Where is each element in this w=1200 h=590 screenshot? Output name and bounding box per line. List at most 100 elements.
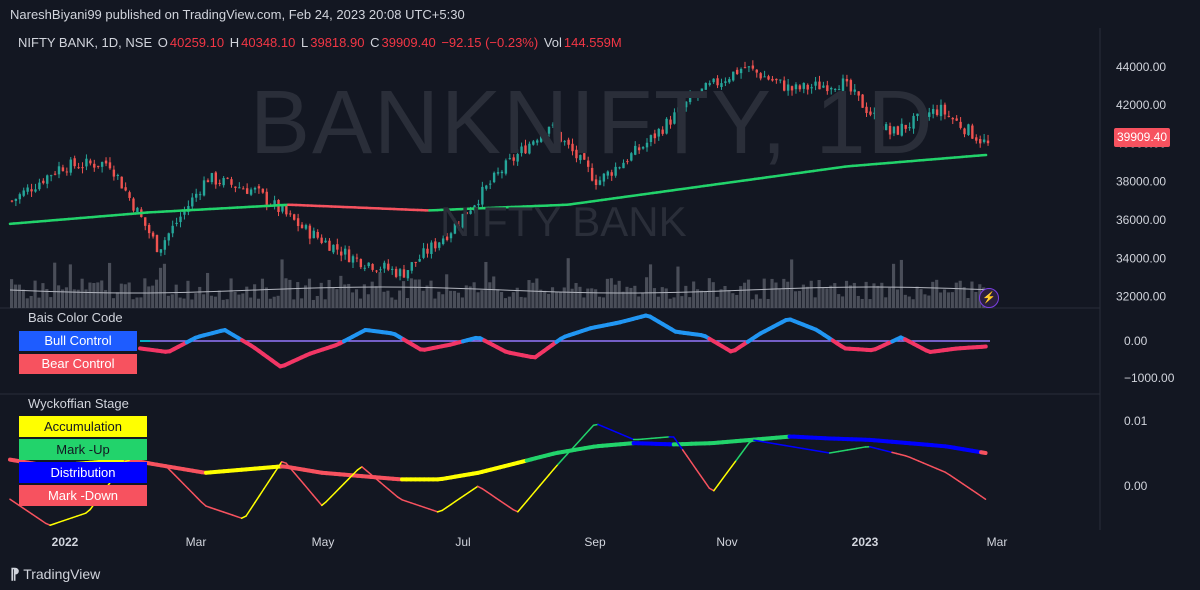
- tradingview-logo[interactable]: ⁋ TradingView: [10, 565, 100, 583]
- volume-bar: [935, 279, 939, 308]
- volume-bar: [715, 296, 719, 308]
- wyckoff-signal-segment: [499, 499, 506, 505]
- candle-body: [739, 68, 743, 74]
- wyckoff-signal-segment: [909, 456, 916, 460]
- volume-bar: [648, 264, 653, 308]
- volume-bar: [13, 284, 18, 308]
- volume-bar: [711, 282, 715, 308]
- candle-body: [191, 197, 194, 207]
- volume-bar: [703, 291, 707, 308]
- wyckoff-signal-segment: [806, 448, 813, 451]
- wyckoff-tick-label: 0.00: [1124, 479, 1148, 493]
- ohlc-legend[interactable]: NIFTY BANK, 1D, NSE O 40259.10 H 40348.10 …: [18, 35, 624, 50]
- volume-bar: [950, 292, 954, 308]
- wyckoff-signal-segment: [579, 434, 586, 441]
- candle-body: [34, 189, 37, 192]
- wyckoff-signal-segment: [133, 460, 140, 463]
- volume-bar: [151, 285, 155, 308]
- wyckoff-signal-segment: [525, 495, 532, 502]
- wyckoff-signal-segment: [610, 429, 617, 433]
- wyckoff-signal-segment: [815, 450, 822, 453]
- wyckoff-signal-segment: [22, 507, 29, 513]
- volume-bar: [374, 286, 378, 308]
- candle-body: [120, 176, 123, 189]
- candle-body: [641, 147, 645, 149]
- wyckoff-panel-title: Wyckoffian Stage: [28, 396, 129, 411]
- volume-bar: [166, 295, 170, 308]
- wyckoff-signal-segment: [797, 447, 804, 450]
- volume-bar: [386, 290, 390, 308]
- wyckoff-signal-segment: [374, 477, 381, 483]
- candle-body: [830, 88, 833, 90]
- candle-body: [132, 198, 135, 211]
- price-tick-label: 42000.00: [1116, 98, 1166, 112]
- candle-body: [300, 224, 304, 229]
- wyckoff-signal-segment: [463, 491, 470, 497]
- wyckoff-signal-segment: [753, 439, 760, 442]
- wyckoff-signal-segment: [187, 487, 194, 494]
- candle-body: [704, 83, 707, 90]
- wyckoff-signal-segment: [245, 508, 252, 517]
- candle-body: [343, 248, 347, 255]
- volume-bar: [641, 292, 645, 308]
- candle-body: [688, 94, 692, 103]
- candle-body: [151, 232, 155, 237]
- candle-body: [610, 172, 613, 176]
- candle-body: [904, 124, 907, 129]
- volume-bar: [880, 282, 884, 308]
- accumulation-key: Accumulation: [19, 416, 147, 437]
- candle-body: [367, 262, 370, 267]
- time-tick-label: Jul: [455, 535, 470, 549]
- volume-bar: [970, 281, 974, 308]
- wyckoff-signal-segment: [730, 459, 737, 468]
- wyckoff-signal-segment: [517, 505, 524, 513]
- candle-body: [673, 112, 676, 124]
- candle-body: [410, 262, 413, 271]
- volume-bar: [276, 295, 280, 308]
- bias-tick-label: 0.00: [1124, 334, 1148, 348]
- volume-bar: [558, 292, 562, 308]
- high-label: H: [229, 35, 240, 50]
- wyckoff-signal-segment: [748, 439, 755, 444]
- volume-bar: [378, 272, 382, 308]
- volume-bar: [445, 274, 449, 308]
- lightning-icon[interactable]: ⚡: [979, 288, 999, 308]
- candle-body: [657, 128, 660, 137]
- candle-body: [453, 223, 457, 234]
- candle-body: [481, 186, 484, 205]
- candle-body: [422, 248, 425, 258]
- volume-bar: [817, 279, 821, 308]
- wyckoff-signal-segment: [9, 498, 16, 503]
- volume-bar: [206, 272, 210, 308]
- wyckoff-signal-segment: [249, 501, 256, 510]
- wyckoff-signal-segment: [396, 496, 403, 501]
- wyckoff-signal-segment: [597, 423, 604, 428]
- candle-body: [38, 182, 41, 190]
- volume-bar: [923, 294, 927, 308]
- wyckoff-signal-segment: [837, 449, 844, 453]
- wyckoff-trend-segment: [979, 450, 988, 455]
- candle-body: [884, 124, 888, 131]
- candle-body: [265, 191, 268, 205]
- candle-body: [371, 264, 374, 270]
- candle-body: [763, 76, 766, 78]
- candle-body: [187, 206, 190, 212]
- time-tick-label: May: [312, 535, 335, 549]
- volume-bar: [100, 280, 104, 308]
- candle-body: [46, 175, 49, 184]
- volume-bar: [260, 278, 265, 308]
- volume-bar: [723, 286, 727, 308]
- candle-body: [916, 113, 919, 117]
- wyckoff-signal-segment: [846, 448, 853, 451]
- wyckoff-signal-segment: [508, 505, 515, 511]
- candle-body: [943, 104, 947, 115]
- symbol-label[interactable]: NIFTY BANK, 1D, NSE: [18, 35, 153, 50]
- volume-bar: [860, 298, 864, 308]
- candle-body: [426, 248, 429, 254]
- volume-bar: [178, 297, 182, 308]
- candle-body: [587, 160, 590, 167]
- volume-bar: [864, 281, 868, 308]
- wyckoff-signal-segment: [490, 493, 497, 499]
- volume-bar: [64, 287, 69, 308]
